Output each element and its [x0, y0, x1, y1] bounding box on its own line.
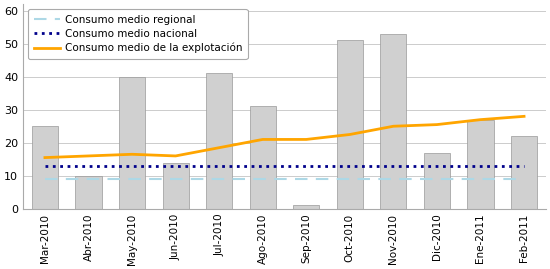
Bar — [380, 34, 406, 209]
Bar — [163, 162, 189, 209]
Bar — [293, 206, 320, 209]
Legend: Consumo medio regional, Consumo medio nacional, Consumo medio de la explotación: Consumo medio regional, Consumo medio na… — [29, 9, 248, 59]
Bar — [75, 176, 102, 209]
Bar — [468, 120, 493, 209]
Bar — [511, 136, 537, 209]
Bar — [250, 107, 276, 209]
Bar — [206, 73, 232, 209]
Bar — [32, 126, 58, 209]
Bar — [424, 153, 450, 209]
Bar — [337, 40, 363, 209]
Bar — [119, 77, 145, 209]
